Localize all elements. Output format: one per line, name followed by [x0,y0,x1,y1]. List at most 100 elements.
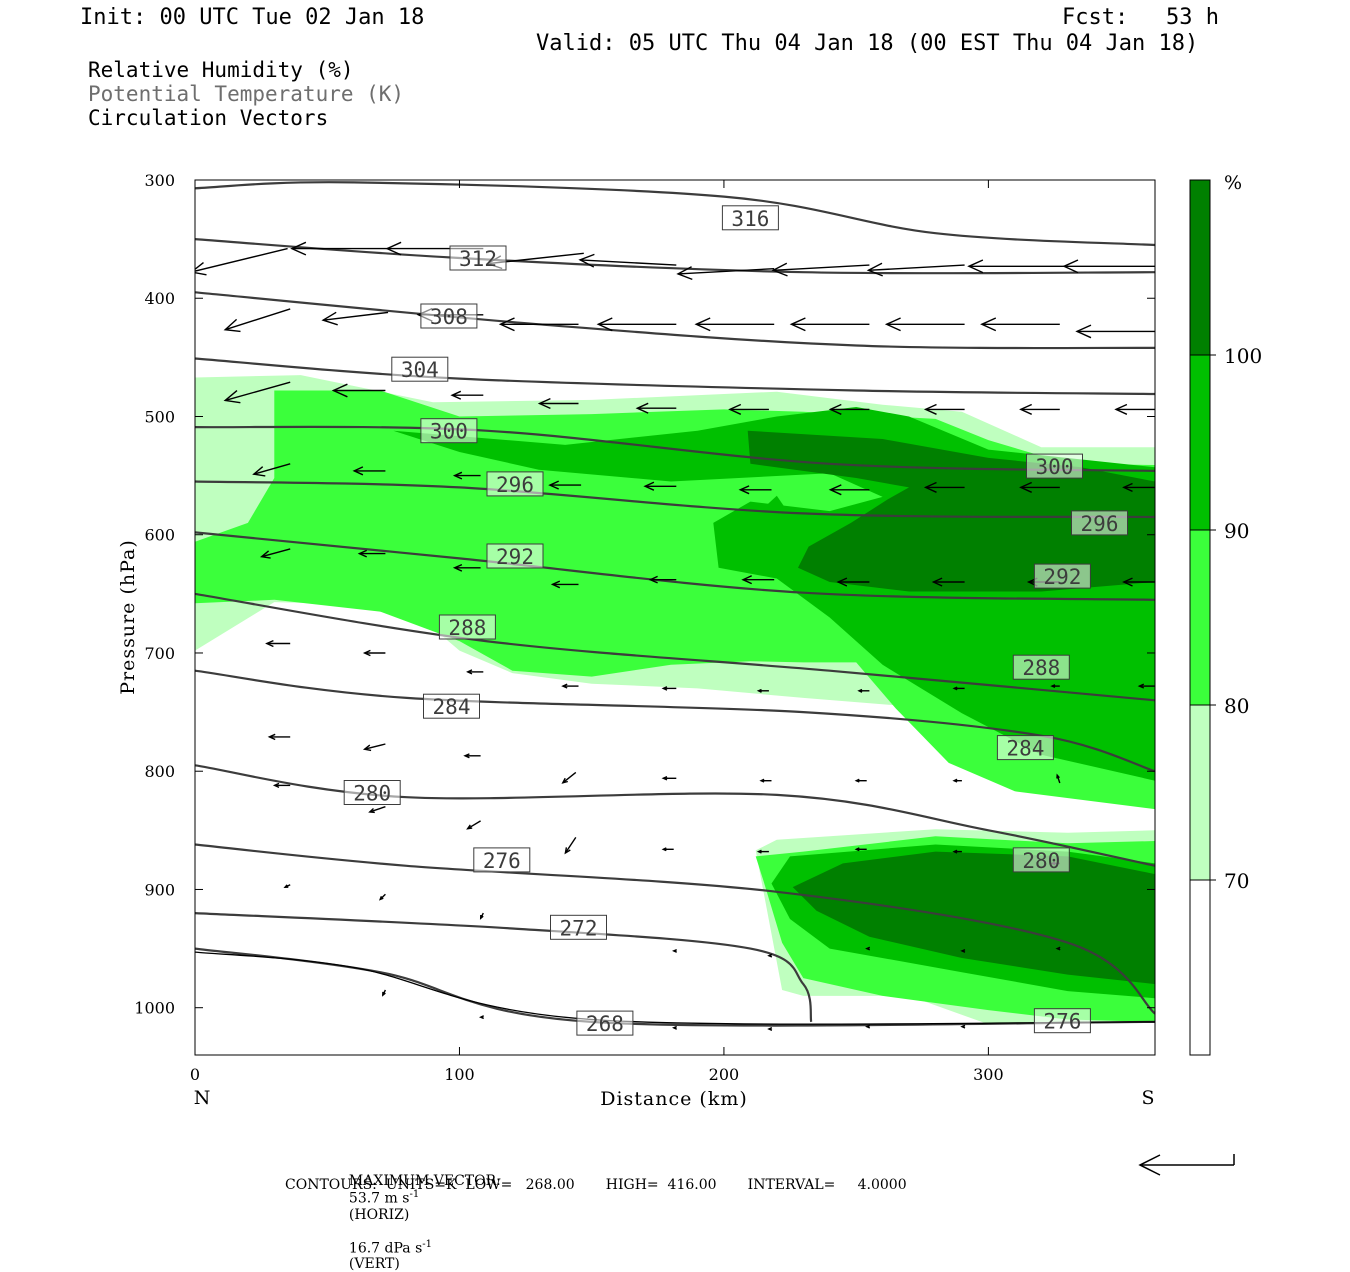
circulation-vector [741,575,775,585]
x-end-label-south: S [1141,1087,1154,1109]
circulation-vector [352,466,386,476]
svg-text:312: 312 [459,247,497,271]
contour-label-280: 280 [1012,847,1070,873]
theta-contour-304 [195,357,1155,396]
circulation-vector [561,683,579,689]
circulation-vector [635,402,677,414]
svg-text:280: 280 [1022,849,1060,873]
circulation-vector [952,686,965,691]
svg-text:308: 308 [430,305,468,329]
circulation-vector [884,317,965,332]
rh-fill-layer [195,375,1155,1025]
contour-label-296: 296 [486,471,544,497]
forecast-hour-label: Fcst: [1062,5,1129,30]
x-tick-label: 0 [190,1065,200,1084]
contour-label-300: 300 [420,418,478,444]
svg-text:268: 268 [586,1012,624,1036]
circulation-vector [362,649,386,657]
circulation-vector [967,259,1066,274]
cross-section-chart: 3163123083043002962922882842802762722683… [117,171,1262,1176]
circulation-vector [836,577,870,587]
circulation-vector [479,912,484,920]
circulation-vector [382,989,387,997]
circulation-vector [767,1026,773,1031]
max-horiz-value: 53.7 m s [348,1190,410,1207]
circulation-vector [1050,684,1060,689]
contour-label-272: 272 [550,914,607,940]
contour-label-296: 296 [1071,510,1128,536]
circulation-vector [661,776,677,781]
circulation-vector [767,953,773,958]
x-end-label-north: N [194,1087,211,1109]
y-tick-label: 800 [144,762,175,781]
svg-text:288: 288 [1022,656,1060,680]
rh-region-100-7 [792,851,1155,985]
circulation-vector [368,806,386,814]
circulation-vector [648,575,677,584]
colorbar-segment [1190,530,1210,705]
colorbar-segment [1190,705,1210,880]
x-tick-label: 100 [444,1065,475,1084]
circulation-vector [828,403,870,415]
plot-frame [194,179,1156,1056]
theta-contour-292 [195,531,1155,601]
contour-label-316: 316 [721,205,779,231]
contour-label-284: 284 [423,693,480,719]
circulation-vector [223,381,291,404]
colorbar: 70 80 90 100 [1189,179,1262,1056]
circulation-vector [450,390,484,400]
y-tick-label: 700 [144,644,175,663]
rh-region-90-4 [737,495,796,571]
legend-rh: Relative Humidity (%) [88,58,354,82]
circulation-vector [866,262,965,277]
circulation-vector [1056,773,1061,784]
legend-theta: Potential Temperature (K) [88,82,405,106]
circulation-vector [466,820,481,830]
colorbar-level-label: 80 [1224,694,1249,718]
circulation-vector [857,688,870,693]
colorbar-level-label: 90 [1224,519,1249,543]
circulation-vector [452,471,481,480]
contour-label-288: 288 [1012,654,1070,680]
circulation-vector [643,481,677,491]
circulation-vector [854,847,867,852]
max-vector-line: MAXIMUM VECTOR: 53.7 m s-1 (HORIZ) 16.7 … [340,1157,501,1272]
contour-label-292: 292 [1033,563,1091,589]
valid-time: Valid: 05 UTC Thu 04 Jan 18 (00 EST Thu … [536,31,1199,56]
contour-label-276: 276 [473,847,531,873]
contour-label-308: 308 [420,303,478,329]
max-horiz-unit: (HORIZ) [348,1206,410,1223]
circulation-vector [728,403,769,415]
contour-info: CONTOURS: UNITS=K LOW= 268.00 HIGH= 416.… [285,1177,907,1193]
circulation-vector [676,266,775,281]
max-vert-value: 16.7 dPa s [348,1240,423,1257]
circulation-vector [952,778,962,783]
circulation-vector [671,948,677,953]
circulation-vector [362,743,386,752]
circulation-vector [671,1025,677,1030]
circulation-vector [378,893,386,901]
contour-label-288: 288 [438,614,496,640]
circulation-vector [923,481,965,493]
circulation-vector [561,771,577,784]
circulation-vector [952,849,962,854]
circulation-vector [1019,481,1060,493]
y-tick-label: 1000 [134,999,175,1018]
svg-text:292: 292 [1043,565,1081,589]
colorbar-unit: % [1224,172,1242,194]
circulation-vector [357,549,386,558]
y-tick-label: 900 [144,880,175,899]
circulation-vector [865,946,871,951]
x-axis-title: Distance (km) [600,1088,748,1110]
circulation-vector [1122,482,1155,493]
colorbar-level-label: 70 [1224,869,1249,893]
contour-label-layer: 316 312 308 304 300 296 292 288 284 280 276 272 268 3… [343,205,1128,1036]
circulation-vector [283,884,291,889]
circulation-vector [537,397,579,410]
contour-label-276: 276 [1033,1008,1091,1034]
max-vert-unit: (VERT) [348,1256,400,1272]
circulation-vector [272,782,291,789]
legend-vectors: Circulation Vectors [88,106,329,130]
vector-layer [195,241,1155,1031]
svg-text:276: 276 [1043,1010,1081,1034]
